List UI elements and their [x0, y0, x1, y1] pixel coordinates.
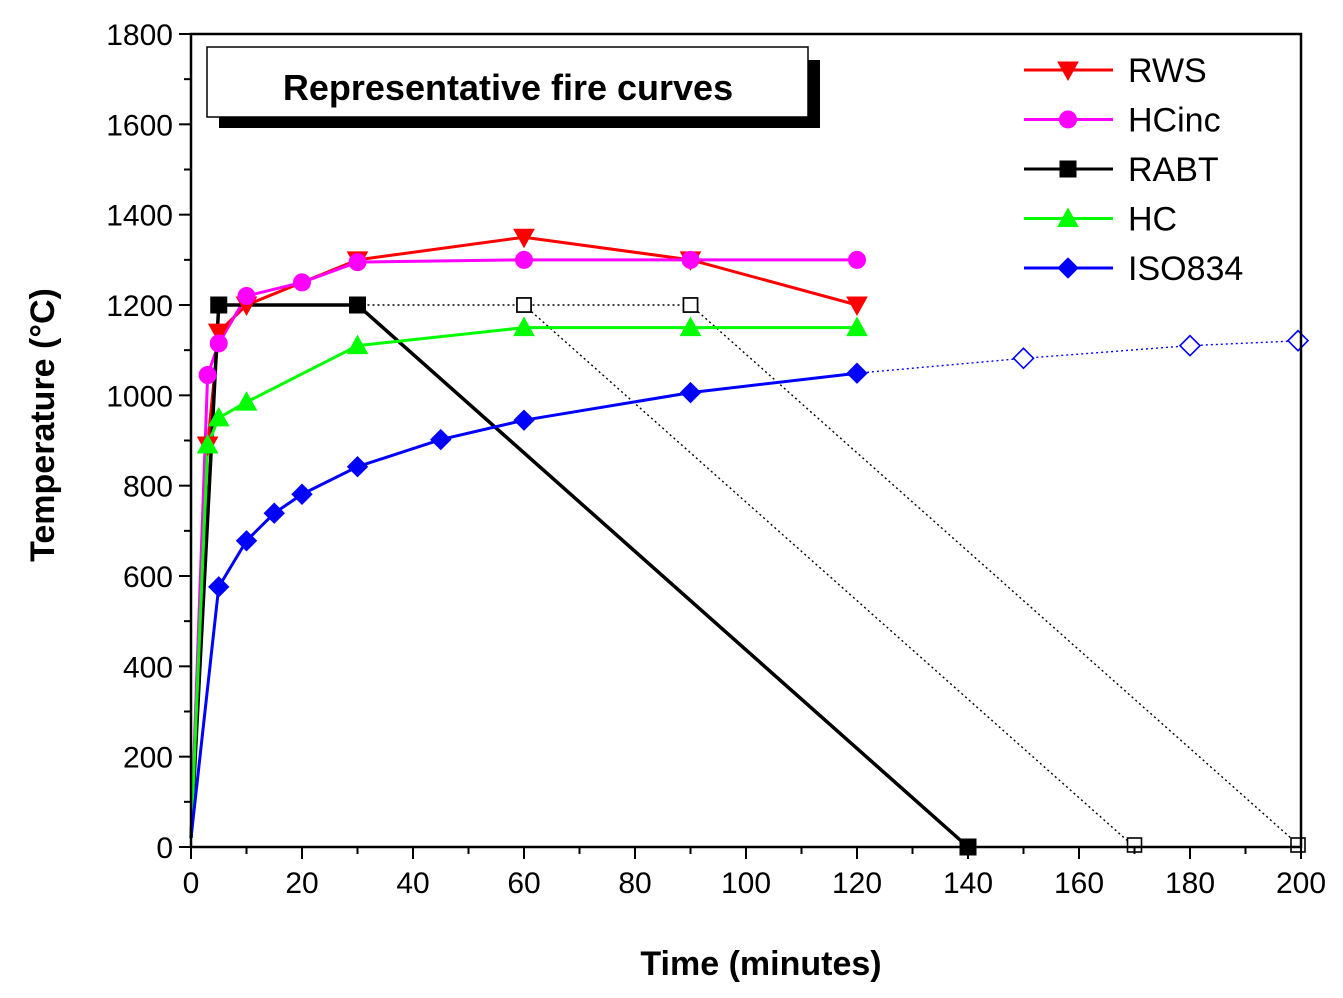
data-point-rabt-1 [210, 296, 228, 314]
data-point-rws-7 [846, 296, 868, 317]
x-tick-label: 180 [1165, 867, 1215, 900]
x-tick-label: 140 [943, 867, 993, 900]
data-point-hcinc-8 [848, 250, 866, 269]
data-point-iso834-5 [346, 455, 369, 478]
extension-point-iso834-3-1 [1012, 347, 1035, 370]
legend-label-iso834: ISO834 [1128, 250, 1243, 288]
y-tick-label: 1000 [106, 380, 173, 413]
data-point-hc-3 [235, 391, 258, 411]
x-tick-label: 80 [618, 867, 651, 900]
data-point-hcinc-2 [209, 334, 228, 353]
y-tick-label: 200 [123, 742, 173, 775]
data-point-rws-2 [207, 323, 230, 344]
data-point-hc-6 [679, 316, 702, 337]
x-tick-label: 200 [1276, 867, 1326, 900]
axes: 0 20 40 60 80 100 120 140 160 180 200 0 200 400 600 800… [106, 19, 1326, 900]
data-point-hc-5 [513, 316, 535, 337]
data-point-iso834-1 [208, 576, 230, 598]
title-box: Representative fire curves [206, 46, 820, 128]
data-point-hcinc-3 [237, 286, 256, 305]
x-axis-title: Time (minutes) [640, 945, 881, 983]
extension-point-rabt-1-0 [516, 297, 532, 313]
y-tick-label: 400 [123, 651, 173, 684]
data-point-iso834-9 [846, 362, 868, 384]
y-tick-label: 1200 [106, 290, 173, 323]
series-line-hcinc [189, 258, 857, 839]
legend: RWS HCinc RABT HC ISO834 [1024, 52, 1243, 288]
y-tick-label: 1800 [106, 19, 173, 52]
y-tick-label: 600 [123, 561, 173, 594]
data-point-hcinc-5 [348, 253, 367, 272]
legend-marker-rabt [1059, 160, 1077, 178]
legend-label-rws: RWS [1128, 52, 1207, 90]
series-line-iso834 [189, 371, 858, 839]
extension-line-rabt-1 [523, 304, 1135, 848]
x-tick-label: 160 [1054, 867, 1104, 900]
x-tick-label: 20 [285, 867, 318, 900]
y-tick-label: 1600 [106, 109, 173, 142]
data-point-iso834-2 [235, 530, 258, 552]
extension-line-iso834-3 [856, 339, 1302, 374]
data-point-rabt-2 [349, 296, 366, 314]
data-point-hc-1 [196, 433, 219, 454]
plot-area [189, 228, 1310, 856]
y-tick-label: 800 [123, 471, 173, 504]
title-box-frame [206, 46, 809, 118]
x-tick-label: 120 [832, 867, 882, 900]
x-tick-label: 0 [183, 867, 200, 900]
legend-marker-hcinc [1059, 110, 1077, 129]
legend-label-hcinc: HCinc [1128, 102, 1221, 140]
data-point-iso834-4 [291, 483, 313, 505]
legend-label-rabt: RABT [1128, 151, 1219, 189]
data-point-iso834-3 [263, 502, 285, 524]
extension-point-rabt-2-1 [1290, 837, 1306, 853]
data-point-hc-7 [846, 316, 868, 337]
chart-title: Representative fire curves [283, 67, 733, 108]
extension-line-rabt-2 [690, 304, 1302, 848]
series-line-hc [189, 326, 857, 839]
extension-point-iso834-3-2 [1178, 334, 1202, 357]
data-point-hcinc-4 [293, 273, 311, 292]
series-line-rabt [189, 303, 970, 849]
data-point-iso834-7 [513, 409, 535, 431]
data-point-hcinc-6 [515, 250, 533, 269]
extension-point-iso834-3-3 [1286, 329, 1310, 352]
data-point-hc-4 [346, 334, 369, 355]
y-tick-label: 1400 [106, 200, 173, 233]
data-point-hcinc-1 [198, 366, 217, 385]
legend-marker-rws [1057, 61, 1079, 82]
data-point-hcinc-7 [681, 250, 700, 269]
data-point-rws-5 [513, 228, 535, 249]
data-point-hc-2 [207, 406, 230, 427]
x-tick-label: 40 [396, 867, 429, 900]
data-point-iso834-8 [679, 381, 702, 404]
x-tick-label: 60 [507, 867, 540, 900]
data-point-iso834-6 [430, 428, 452, 451]
y-tick-label: 0 [156, 832, 173, 865]
legend-marker-hc [1057, 207, 1079, 227]
legend-label-hc: HC [1128, 201, 1177, 239]
x-tick-label: 100 [721, 867, 771, 900]
y-axis-title: Temperature (°C) [24, 288, 62, 562]
extension-point-rabt-2-0 [682, 297, 699, 313]
legend-marker-iso834 [1057, 257, 1079, 279]
